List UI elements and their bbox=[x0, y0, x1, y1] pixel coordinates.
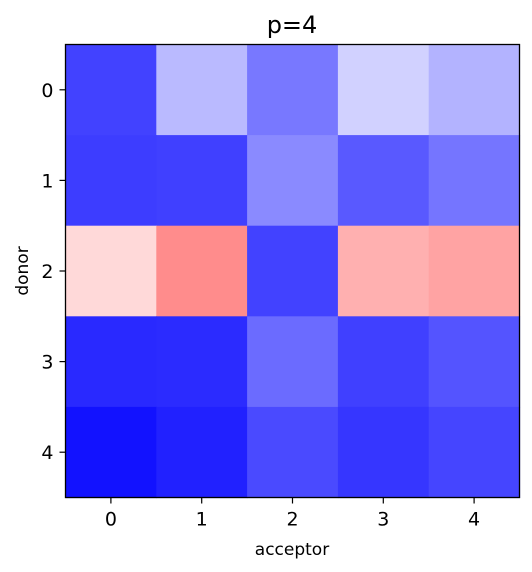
y-tick-label-0: 0 bbox=[41, 80, 53, 102]
chart-title: p=4 bbox=[267, 11, 318, 39]
y-tick-label-3: 3 bbox=[41, 352, 53, 374]
heatmap-cell-2-1 bbox=[156, 225, 248, 317]
heatmap-cell-3-3 bbox=[337, 316, 430, 408]
y-axis-label: donor bbox=[13, 246, 33, 295]
heatmap-cell-0-2 bbox=[247, 44, 339, 136]
x-tick-label-4: 4 bbox=[468, 509, 480, 531]
heatmap-cell-0-3 bbox=[337, 44, 430, 136]
y-tick-label-2: 2 bbox=[41, 261, 53, 283]
x-axis-label: acceptor bbox=[255, 540, 329, 560]
heatmap-cell-2-3 bbox=[337, 225, 430, 317]
x-tick-label-3: 3 bbox=[377, 509, 389, 531]
heatmap-cells bbox=[65, 44, 521, 499]
heatmap-cell-3-1 bbox=[156, 316, 248, 408]
heatmap-cell-4-1 bbox=[156, 406, 248, 499]
heatmap-cell-1-2 bbox=[247, 135, 339, 227]
x-axis-ticks: 0 1 2 3 4 bbox=[105, 497, 480, 531]
heatmap-cell-3-0 bbox=[65, 316, 157, 408]
heatmap-cell-0-4 bbox=[428, 44, 521, 136]
y-tick-label-4: 4 bbox=[41, 442, 53, 464]
heatmap-cell-1-1 bbox=[156, 135, 248, 227]
x-tick-label-0: 0 bbox=[105, 509, 117, 531]
heatmap-cell-4-0 bbox=[65, 406, 157, 499]
heatmap-cell-0-0 bbox=[65, 44, 157, 136]
heatmap-cell-4-2 bbox=[247, 406, 339, 499]
heatmap-cell-1-4 bbox=[428, 135, 521, 227]
x-tick-label-2: 2 bbox=[286, 509, 298, 531]
heatmap-cell-4-3 bbox=[337, 406, 430, 499]
heatmap-cell-3-2 bbox=[247, 316, 339, 408]
heatmap-cell-3-4 bbox=[428, 316, 521, 408]
heatmap-cell-0-1 bbox=[156, 44, 248, 136]
heatmap-cell-2-4 bbox=[428, 225, 521, 317]
y-tick-label-1: 1 bbox=[41, 170, 53, 192]
heatmap-cell-1-0 bbox=[65, 135, 157, 227]
y-axis-ticks: 0 1 2 3 4 bbox=[41, 80, 66, 464]
x-tick-label-1: 1 bbox=[196, 509, 208, 531]
heatmap-cell-2-2 bbox=[247, 225, 339, 317]
heatmap-cell-1-3 bbox=[337, 135, 430, 227]
heatmap-cell-4-4 bbox=[428, 406, 521, 499]
heatmap-cell-2-0 bbox=[65, 225, 157, 317]
